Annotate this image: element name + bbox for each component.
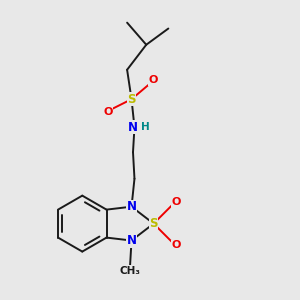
Text: O: O (172, 197, 181, 207)
Text: O: O (103, 107, 113, 118)
Text: N: N (127, 200, 136, 213)
Text: O: O (172, 240, 181, 250)
Text: H: H (141, 122, 150, 132)
Text: N: N (127, 234, 136, 247)
Text: CH₃: CH₃ (120, 266, 141, 276)
Text: S: S (127, 93, 136, 106)
Text: O: O (149, 75, 158, 85)
Text: S: S (149, 217, 158, 230)
Text: N: N (128, 121, 138, 134)
